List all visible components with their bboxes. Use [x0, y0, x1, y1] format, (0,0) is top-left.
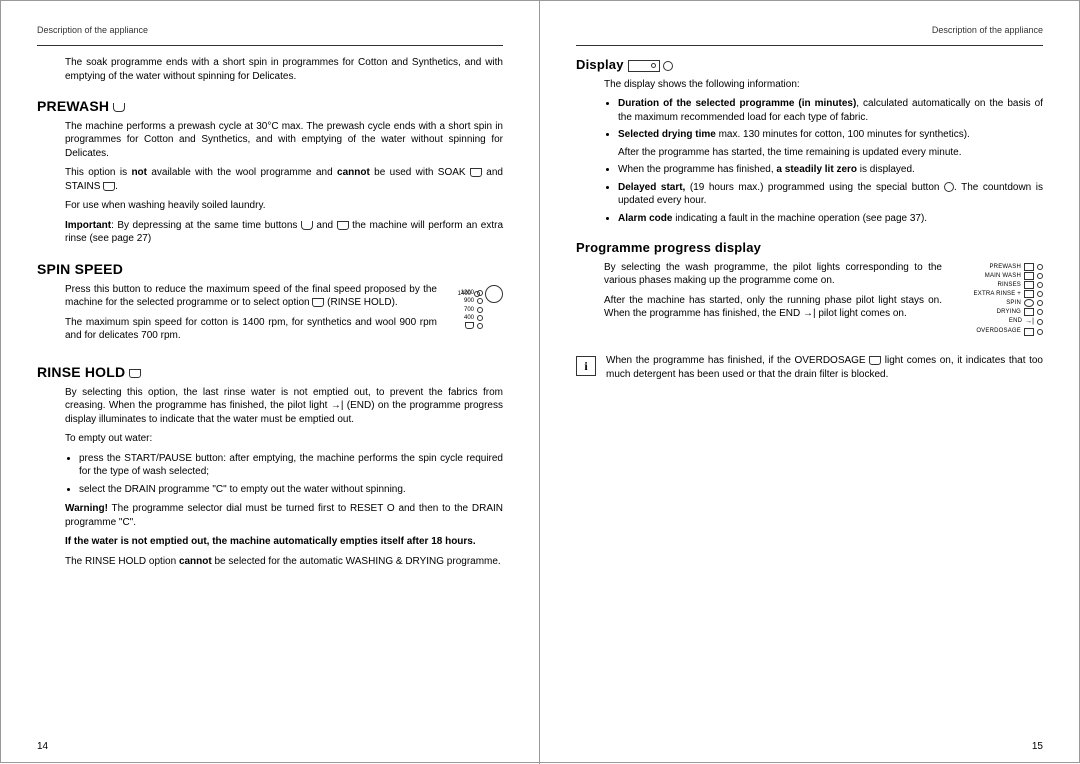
- page-14: Description of the appliance The soak pr…: [1, 1, 540, 764]
- spin-title: SPIN SPEED: [37, 260, 503, 279]
- clock-icon: [944, 182, 954, 192]
- prewash-p1: The machine performs a prewash cycle at …: [65, 120, 503, 161]
- rinse-hold-icon: [312, 298, 324, 307]
- overdosage-icon: [869, 356, 881, 365]
- prog-title: Programme progress display: [576, 239, 1043, 257]
- info-box: i When the programme has finished, if th…: [576, 354, 1043, 381]
- display-b5: Alarm code indicating a fault in the mac…: [618, 212, 1043, 226]
- stains-icon: [103, 182, 115, 191]
- prewash-p2: This option is not available with the wo…: [65, 166, 503, 193]
- prewash-title: PREWASH: [37, 97, 503, 116]
- rinse-p1: By selecting this option, the last rinse…: [65, 386, 503, 427]
- display-icon: [628, 60, 660, 72]
- page-number-14: 14: [37, 741, 48, 752]
- info-text: When the programme has finished, if the …: [606, 354, 1043, 381]
- rinse-p5: The RINSE HOLD option cannot be selected…: [65, 555, 503, 569]
- display-after: After the programme has started, the tim…: [618, 146, 1043, 160]
- spin-speed-panel: 1400 1200 900 700 400: [443, 285, 503, 330]
- clock-mini-icon: [663, 61, 673, 71]
- page-number-15: 15: [1032, 741, 1043, 752]
- soak-icon: [470, 168, 482, 177]
- rinse-b1: press the START/PAUSE button: after empt…: [79, 452, 503, 479]
- rinse-title: RINSE HOLD: [37, 363, 503, 382]
- spin-p2: The maximum spin speed for cotton is 140…: [65, 316, 503, 343]
- end-icon: →|: [803, 308, 816, 319]
- header-right: Description of the appliance: [576, 25, 1043, 35]
- display-b4: Delayed start, (19 hours max.) programme…: [618, 181, 1043, 208]
- page-spread: Description of the appliance The soak pr…: [0, 0, 1080, 763]
- prewash-p4: Important: By depressing at the same tim…: [65, 219, 503, 246]
- rinse-p2: To empty out water:: [65, 432, 503, 446]
- end-arrow-icon: →|: [331, 400, 344, 411]
- display-b3: When the programme has finished, a stead…: [618, 163, 1043, 177]
- page-15: Description of the appliance Display The…: [540, 1, 1079, 764]
- prewash-icon: [113, 103, 125, 112]
- display-title: Display: [576, 56, 1043, 74]
- soak-intro: The soak programme ends with a short spi…: [65, 56, 503, 83]
- rinse-p4: If the water is not emptied out, the mac…: [65, 535, 503, 549]
- button-a-icon: [301, 221, 313, 230]
- spin-p1: Press this button to reduce the maximum …: [65, 283, 503, 310]
- display-b1: Duration of the selected programme (in m…: [618, 97, 1043, 124]
- rinse-bullets: press the START/PAUSE button: after empt…: [65, 452, 503, 497]
- prewash-p3: For use when washing heavily soiled laun…: [65, 199, 503, 213]
- rinse-b2: select the DRAIN programme "C" to empty …: [79, 483, 503, 497]
- rinse-warn: Warning! The programme selector dial mus…: [65, 502, 503, 529]
- button-b-icon: [337, 221, 349, 230]
- progress-panel: PREWASH MAIN WASH RINSES EXTRA RINSE + S…: [948, 263, 1043, 337]
- rule: [37, 45, 503, 46]
- display-bullets: Duration of the selected programme (in m…: [604, 97, 1043, 225]
- display-intro: The display shows the following informat…: [604, 78, 1043, 92]
- rinse-hold-title-icon: [129, 369, 141, 378]
- display-b2: Selected drying time max. 130 minutes fo…: [618, 128, 1043, 159]
- info-icon: i: [576, 356, 596, 376]
- header-left: Description of the appliance: [37, 25, 503, 35]
- rule: [576, 45, 1043, 46]
